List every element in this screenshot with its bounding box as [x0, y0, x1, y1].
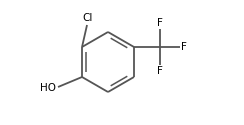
Text: F: F [157, 18, 163, 28]
Text: F: F [181, 42, 187, 52]
Text: Cl: Cl [83, 13, 93, 23]
Text: F: F [157, 66, 163, 76]
Text: HO: HO [40, 83, 56, 93]
